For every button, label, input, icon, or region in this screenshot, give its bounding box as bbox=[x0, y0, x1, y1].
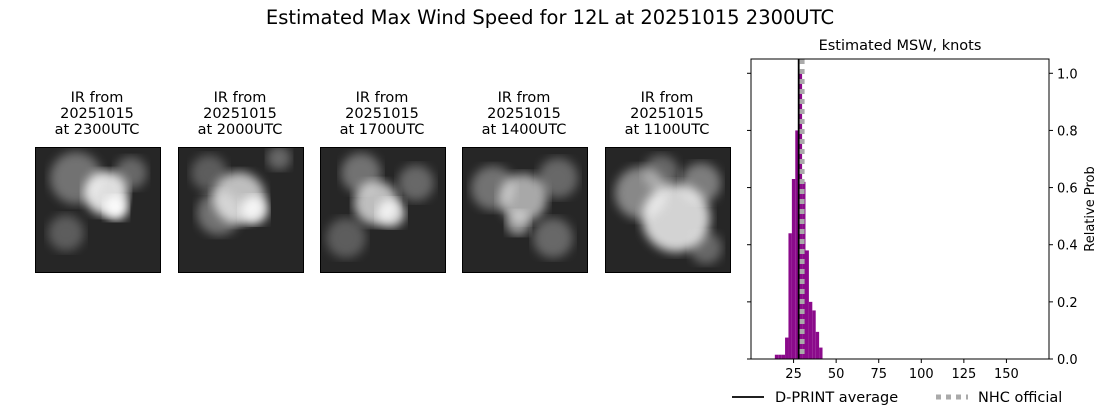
legend-dprint-label: D-PRINT average bbox=[775, 390, 898, 406]
y-tick-label: 1.0 bbox=[1057, 67, 1078, 82]
histogram-bar bbox=[774, 354, 779, 359]
ir-satellite-image bbox=[320, 147, 446, 273]
histogram-bar bbox=[795, 130, 799, 359]
y-tick-label: 0.0 bbox=[1057, 353, 1078, 368]
x-tick-label: 25 bbox=[785, 367, 802, 382]
ir-satellite-image bbox=[605, 147, 731, 273]
histogram-bar bbox=[788, 233, 792, 359]
x-tick-label: 150 bbox=[994, 367, 1019, 382]
ir-panel-title: IR from 20251015 at 2300UTC bbox=[17, 90, 177, 138]
x-tick-label: 75 bbox=[870, 367, 887, 382]
ir-panel-title-line2: 20251015 bbox=[630, 106, 704, 122]
ir-panel-title-line1: IR from bbox=[355, 90, 409, 106]
histogram-bar bbox=[805, 250, 809, 359]
y-axis-label: Relative Prob bbox=[1083, 166, 1098, 251]
ir-panel-title-line2: 20251015 bbox=[345, 106, 419, 122]
ir-satellite-image bbox=[35, 147, 161, 273]
ir-satellite-image bbox=[178, 147, 304, 273]
legend-nhc-label: NHC official bbox=[978, 390, 1062, 406]
histogram-bar bbox=[812, 310, 816, 359]
ir-panel-title: IR from 20251015 at 1700UTC bbox=[302, 90, 462, 138]
y-tick-label: 0.6 bbox=[1057, 182, 1078, 197]
histogram-bar bbox=[819, 347, 823, 359]
y-tick-label: 0.8 bbox=[1057, 124, 1078, 139]
ir-panel-title-line2: 20251015 bbox=[487, 106, 561, 122]
y-tick-label: 0.2 bbox=[1057, 296, 1078, 311]
ir-panel-title: IR from 20251015 at 1400UTC bbox=[444, 90, 604, 138]
figure-title: Estimated Max Wind Speed for 12L at 2025… bbox=[265, 6, 835, 29]
ir-panel-title-line1: IR from bbox=[213, 90, 267, 106]
ir-satellite-image bbox=[462, 147, 588, 273]
histogram-bar bbox=[798, 73, 803, 360]
y-tick-label: 0.4 bbox=[1057, 239, 1078, 254]
histogram-bar bbox=[778, 354, 782, 359]
ir-panel-title-line2: 20251015 bbox=[60, 106, 134, 122]
ir-panel-title-line1: IR from bbox=[497, 90, 551, 106]
ir-panel-title-line1: IR from bbox=[70, 90, 124, 106]
plot-frame bbox=[750, 58, 1050, 360]
x-tick-label: 50 bbox=[828, 367, 845, 382]
ir-panel-title-line3: at 1700UTC bbox=[339, 122, 425, 138]
chart-title: Estimated MSW, knots bbox=[819, 38, 982, 54]
ir-panel-title-line3: at 1100UTC bbox=[624, 122, 710, 138]
ir-panel-title: IR from 20251015 at 1100UTC bbox=[587, 90, 747, 138]
histogram-bar bbox=[785, 337, 789, 359]
x-tick-label: 100 bbox=[909, 367, 934, 382]
x-tick-label: 125 bbox=[951, 367, 976, 382]
ir-panel-title: IR from 20251015 at 2000UTC bbox=[160, 90, 320, 138]
histogram-bar bbox=[815, 331, 820, 359]
histogram-bar bbox=[791, 179, 796, 359]
ir-panel-title-line3: at 2300UTC bbox=[54, 122, 140, 138]
histogram-bar bbox=[808, 301, 813, 359]
histogram-bar bbox=[781, 354, 786, 359]
ir-panel-title-line1: IR from bbox=[640, 90, 694, 106]
ir-panel-title-line2: 20251015 bbox=[203, 106, 277, 122]
ir-panel-title-line3: at 2000UTC bbox=[197, 122, 283, 138]
ir-panel-title-line3: at 1400UTC bbox=[481, 122, 567, 138]
